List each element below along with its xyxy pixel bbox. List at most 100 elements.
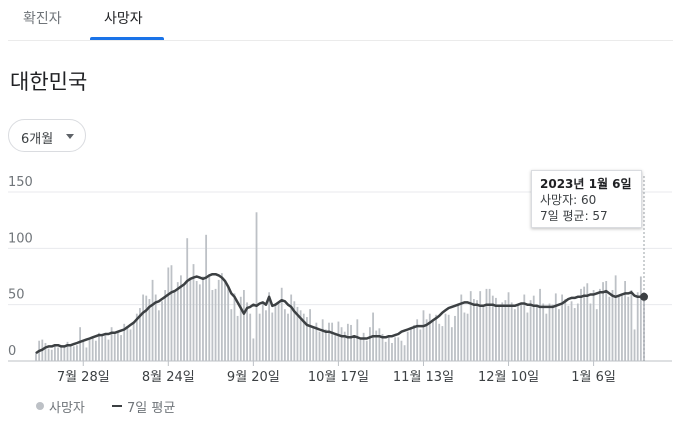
bar [243, 290, 245, 361]
bar [47, 348, 50, 361]
bar [306, 317, 308, 361]
bar [539, 288, 541, 361]
bar [63, 347, 66, 361]
bar [498, 306, 500, 361]
region-title: 대한민국 [10, 70, 88, 94]
bar [110, 327, 113, 361]
bar [583, 286, 586, 361]
bar [639, 276, 642, 361]
tooltip-date: 2023년 1월 6일 [540, 177, 632, 191]
bar [180, 275, 182, 361]
bar [205, 234, 208, 361]
bar [350, 324, 352, 361]
bar [463, 312, 466, 361]
bar [76, 345, 78, 361]
bar [107, 339, 110, 361]
y-tick-label: 100 [8, 231, 33, 246]
bar [507, 292, 510, 361]
bar [274, 303, 277, 361]
bar [413, 324, 415, 361]
bar [365, 340, 368, 361]
bar [476, 300, 478, 361]
bar [189, 277, 192, 361]
bar [602, 282, 604, 361]
bar [573, 308, 576, 361]
bar [101, 336, 104, 361]
bar [548, 303, 551, 361]
bar [551, 304, 554, 361]
chart-tooltip: 2023년 1월 6일 사망자: 60 7일 평균: 57 [531, 170, 642, 228]
bar [416, 319, 419, 361]
legend-deaths-label: 사망자 [49, 401, 85, 416]
bar [271, 312, 274, 361]
bar [113, 333, 116, 361]
bar [60, 345, 63, 361]
bar [82, 341, 85, 361]
bar [381, 333, 384, 361]
legend-average-label: 7일 평균 [127, 401, 176, 416]
bar [57, 347, 59, 361]
bar [318, 331, 321, 361]
bar [249, 313, 252, 361]
bar [44, 342, 47, 361]
bar [224, 282, 226, 361]
bar [517, 305, 519, 361]
bar [246, 302, 248, 361]
bar [526, 312, 529, 361]
deaths-chart[interactable]: 150 100 50 0 7월 28일 8월 24일 9월 20일 10월 17일 11월 13… [0, 160, 681, 390]
bar [283, 309, 286, 361]
bar [94, 340, 97, 361]
bar [334, 332, 337, 361]
tab-cases[interactable]: 확진자 [23, 11, 62, 27]
legend-dot-icon [36, 402, 44, 410]
bar [176, 282, 179, 361]
bar [164, 290, 167, 361]
bar [570, 301, 573, 361]
bar [419, 329, 422, 361]
x-tick-label: 12월 10일 [478, 370, 539, 385]
bar [542, 303, 545, 361]
bar [239, 296, 242, 361]
bar [362, 332, 365, 361]
bar [117, 331, 119, 361]
bar [161, 301, 163, 361]
bar [202, 276, 204, 361]
bar [85, 347, 88, 361]
bar [495, 297, 497, 361]
bar [608, 296, 611, 361]
bar [277, 302, 280, 361]
bar [287, 313, 289, 361]
bar [558, 309, 560, 361]
bar [91, 337, 94, 361]
bar [331, 322, 334, 361]
bar [227, 286, 230, 361]
bar [343, 331, 346, 361]
bar [321, 319, 324, 361]
bar [472, 299, 475, 361]
bar [488, 288, 491, 361]
bar [98, 332, 100, 361]
bar [614, 275, 617, 361]
bar [586, 283, 589, 361]
tab-deaths[interactable]: 사망자 [104, 11, 143, 27]
bar [157, 310, 160, 361]
bar [192, 264, 195, 361]
bar [567, 305, 570, 361]
bar [397, 337, 400, 361]
bar [466, 313, 469, 361]
bar [482, 306, 485, 361]
bar [167, 267, 170, 361]
bar [444, 313, 447, 361]
bar [230, 309, 233, 361]
bar [309, 309, 311, 361]
bar [523, 294, 526, 361]
bar [457, 305, 460, 361]
time-range-label: 6개월 [21, 132, 54, 147]
bar [324, 329, 327, 361]
bar [211, 290, 214, 361]
bar [328, 322, 330, 361]
bar [432, 320, 434, 361]
time-range-dropdown[interactable]: 6개월 [8, 119, 86, 152]
bar [151, 279, 154, 361]
bar [120, 335, 122, 361]
